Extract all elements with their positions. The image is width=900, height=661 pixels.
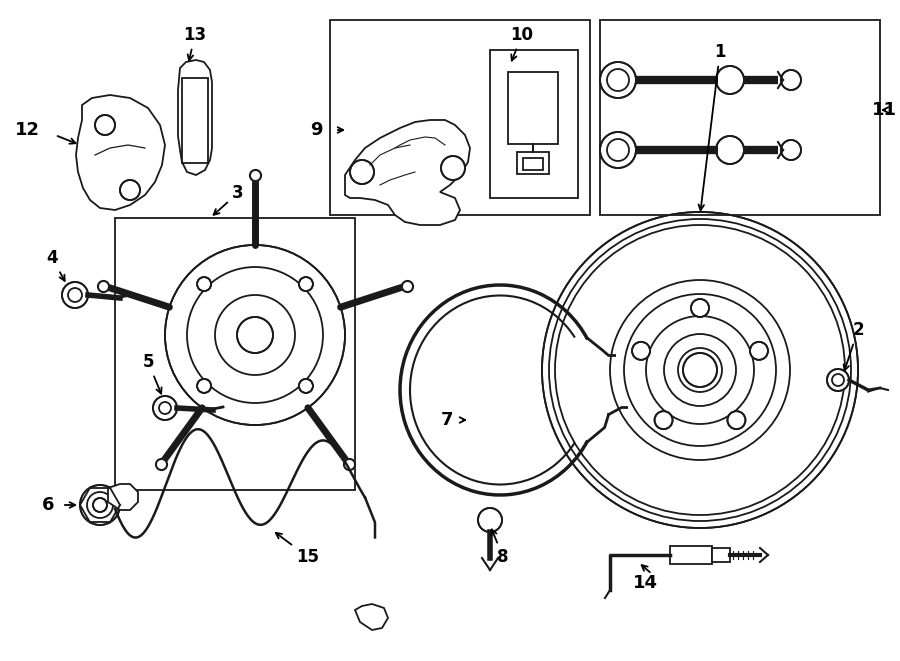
Text: 10: 10 bbox=[510, 26, 534, 61]
Circle shape bbox=[781, 70, 801, 90]
Bar bbox=[182, 78, 208, 163]
Circle shape bbox=[80, 485, 120, 525]
Circle shape bbox=[197, 379, 211, 393]
Circle shape bbox=[750, 342, 768, 360]
Bar bbox=[523, 158, 543, 170]
Circle shape bbox=[683, 353, 717, 387]
Circle shape bbox=[165, 245, 345, 425]
Circle shape bbox=[441, 156, 465, 180]
Text: 5: 5 bbox=[142, 353, 162, 393]
Polygon shape bbox=[345, 120, 470, 225]
Text: 14: 14 bbox=[633, 574, 658, 592]
Circle shape bbox=[600, 132, 636, 168]
Circle shape bbox=[95, 115, 115, 135]
Text: 4: 4 bbox=[46, 249, 65, 281]
Text: 13: 13 bbox=[184, 26, 207, 60]
Bar bbox=[712, 548, 730, 562]
Circle shape bbox=[632, 342, 650, 360]
Circle shape bbox=[716, 66, 744, 94]
Circle shape bbox=[716, 136, 744, 164]
Circle shape bbox=[62, 282, 88, 308]
Circle shape bbox=[600, 62, 636, 98]
Circle shape bbox=[654, 411, 672, 429]
Circle shape bbox=[197, 277, 211, 291]
Text: 12: 12 bbox=[15, 121, 40, 139]
Circle shape bbox=[237, 317, 273, 353]
Text: 9: 9 bbox=[310, 121, 323, 139]
Text: 8: 8 bbox=[491, 529, 508, 566]
Text: 11: 11 bbox=[872, 101, 897, 119]
Bar bbox=[330, 20, 590, 215]
Circle shape bbox=[691, 299, 709, 317]
Circle shape bbox=[781, 140, 801, 160]
Text: 15: 15 bbox=[275, 533, 319, 566]
Bar bbox=[508, 72, 558, 144]
Circle shape bbox=[153, 396, 177, 420]
Bar bbox=[600, 20, 880, 215]
Text: 6: 6 bbox=[41, 496, 54, 514]
Text: 1: 1 bbox=[698, 43, 725, 210]
Circle shape bbox=[542, 212, 858, 528]
Bar bbox=[115, 218, 355, 490]
Polygon shape bbox=[178, 60, 212, 175]
Circle shape bbox=[299, 379, 313, 393]
Bar bbox=[670, 546, 712, 564]
Circle shape bbox=[120, 180, 140, 200]
Text: 7: 7 bbox=[440, 411, 453, 429]
Circle shape bbox=[827, 369, 849, 391]
Bar bbox=[517, 152, 549, 174]
Text: 2: 2 bbox=[843, 321, 864, 370]
Polygon shape bbox=[108, 484, 138, 510]
Circle shape bbox=[93, 498, 107, 512]
Text: 3: 3 bbox=[213, 184, 244, 215]
Circle shape bbox=[299, 277, 313, 291]
Polygon shape bbox=[76, 95, 165, 210]
Circle shape bbox=[727, 411, 745, 429]
Circle shape bbox=[478, 508, 502, 532]
Bar bbox=[490, 50, 578, 198]
Polygon shape bbox=[355, 604, 388, 630]
Circle shape bbox=[350, 160, 374, 184]
